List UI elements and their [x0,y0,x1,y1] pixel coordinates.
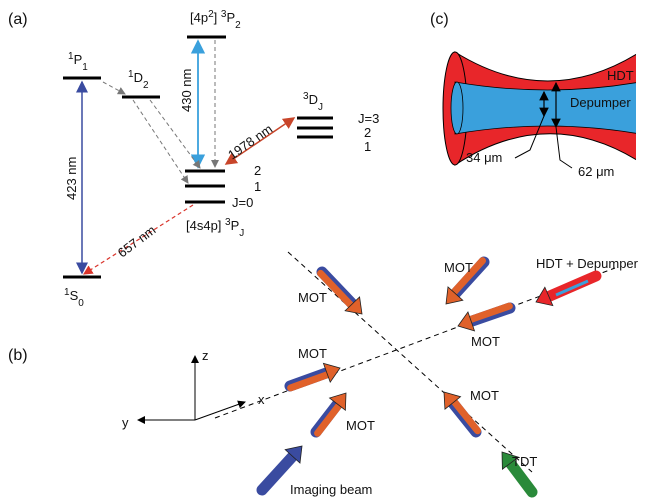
tdt-label: TDT [512,454,537,469]
level-label: 1P1 [68,51,88,73]
beam-path [288,252,532,472]
hdt-label: HDT + Depumper [536,256,639,271]
mot-label: MOT [298,346,327,361]
panel-label: (a) [8,11,28,28]
sublevel-label: J=3 [358,111,379,126]
transition-label: 430 nm [179,69,194,112]
level-label: 1D2 [128,69,149,91]
level-label: [4s4p] 3PJ [186,217,244,239]
beam-label: HDT [607,68,634,83]
mot-label: MOT [470,388,499,403]
mot-label: MOT [298,290,327,305]
cover [636,48,650,168]
axis-label: z [202,348,209,363]
panel-label: (c) [430,11,449,28]
figure: (a)(b)(c)1S01P11D2[4p2] 3P2[4s4p] 3PJ3DJ… [0,0,650,500]
mot-label: MOT [444,260,473,275]
sublevel-label: 1 [364,139,371,154]
panel-label: (b) [8,347,28,364]
axis-label: x [258,392,265,407]
decay-arrow [103,82,125,94]
label-part: P [231,218,240,233]
label-part: J [239,228,244,239]
mot-label: MOT [471,334,500,349]
sublevel-label: 1 [254,179,261,194]
label-part: [4p [190,10,208,25]
label-part: [4s4p] [186,218,225,233]
beam-label: Depumper [570,95,631,110]
axis [195,402,245,420]
transition-label: 1978 nm [225,121,275,162]
depumper-end [451,82,463,134]
sublevel-label: J=0 [232,195,253,210]
transition-label: 423 nm [64,157,79,200]
label-part: S [70,288,79,303]
sublevel-label: 2 [254,163,261,178]
label-part: J [318,102,323,113]
page: body { margin: 0; width: 650px; height: … [0,0,650,500]
waist-label: 62 μm [578,164,614,179]
transition-label: 657 nm [115,222,159,260]
level-label: [4p2] 3P2 [190,9,241,31]
waist-label: 34 μm [466,150,502,165]
label-part: ] [214,10,221,25]
mot-label: MOT [346,418,375,433]
label-part: D [134,70,143,85]
label-part: 2 [235,20,241,31]
body: {"panels": ["(a)", "(b)", "(c)"], "level… [0,0,650,500]
label-part: 2 [143,80,149,91]
level-label: 1S0 [64,287,84,309]
label-part: 1 [82,62,88,73]
label-part: P [74,52,83,67]
imaging-label: Imaging beam [290,482,372,497]
label-part: 0 [78,298,84,309]
label-part: D [309,92,318,107]
label-part: P [226,10,235,25]
axis-label: y [122,415,129,430]
level-label: 3DJ [303,91,323,113]
sublevel-label: 2 [364,125,371,140]
